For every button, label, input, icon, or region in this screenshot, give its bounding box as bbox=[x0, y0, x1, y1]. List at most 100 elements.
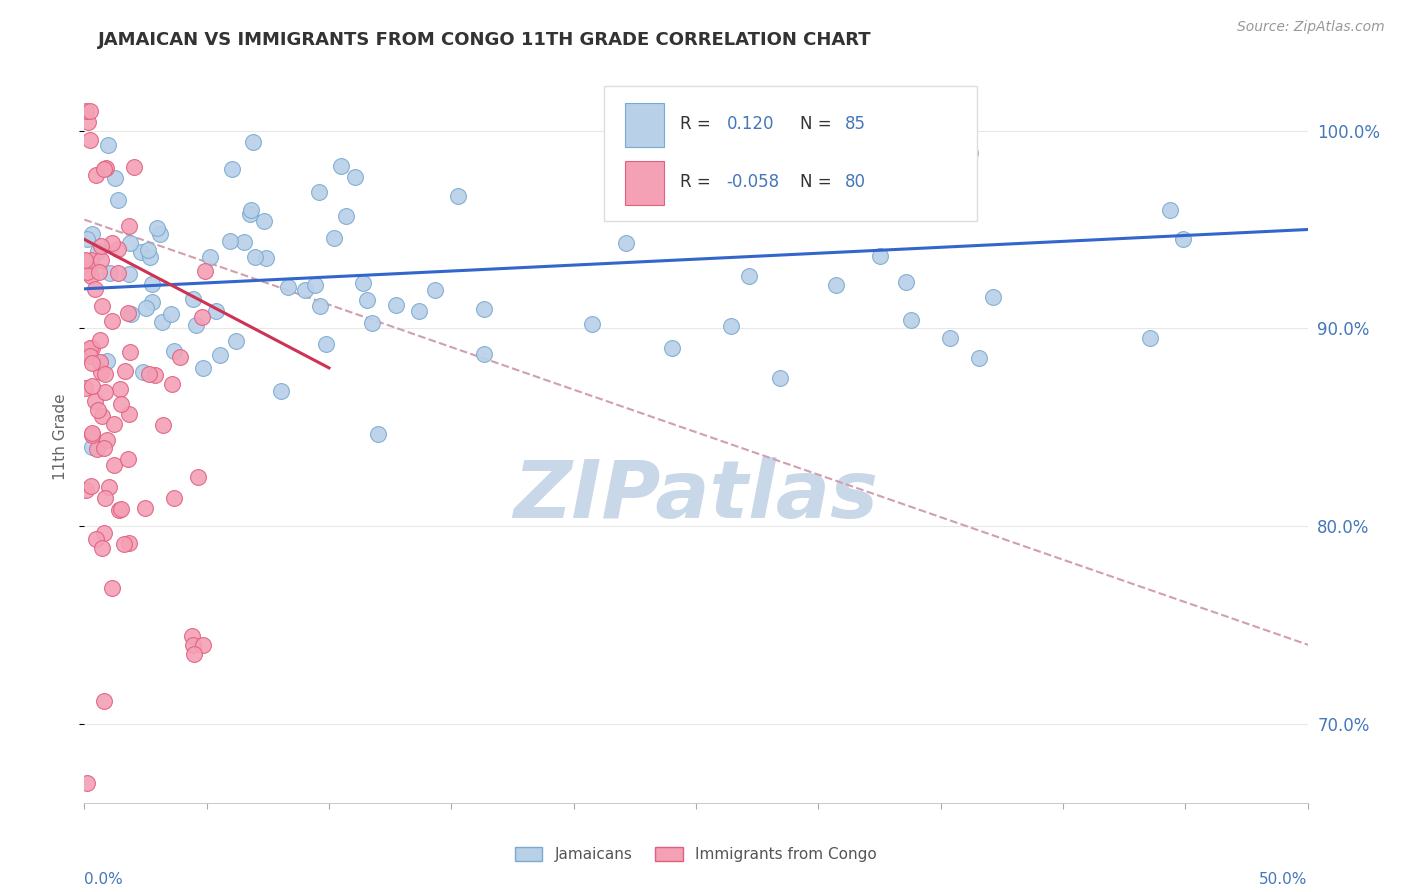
Point bbox=[77, 114, 100, 128]
Point bbox=[1139, 331, 1161, 345]
Point bbox=[447, 189, 470, 203]
Point bbox=[205, 303, 228, 318]
Point bbox=[1171, 232, 1194, 246]
Point bbox=[93, 161, 115, 176]
Point bbox=[135, 301, 157, 315]
Point bbox=[91, 541, 114, 556]
Y-axis label: 11th Grade: 11th Grade bbox=[52, 393, 67, 481]
Point bbox=[900, 313, 922, 327]
Point bbox=[108, 382, 131, 396]
Point bbox=[80, 341, 103, 355]
Point bbox=[76, 232, 98, 246]
Text: R =: R = bbox=[681, 173, 716, 191]
Point bbox=[139, 250, 162, 264]
Point bbox=[270, 384, 292, 399]
Point bbox=[141, 294, 163, 309]
Point bbox=[93, 693, 115, 707]
Point bbox=[84, 282, 107, 296]
Point bbox=[191, 638, 214, 652]
Point bbox=[361, 317, 384, 331]
Point bbox=[80, 428, 103, 442]
Point bbox=[82, 356, 104, 370]
Point bbox=[110, 501, 132, 516]
Point bbox=[79, 103, 101, 118]
Point bbox=[330, 159, 353, 173]
Point bbox=[97, 138, 120, 153]
Point bbox=[893, 136, 915, 151]
Point bbox=[239, 207, 262, 221]
Point bbox=[101, 313, 124, 327]
Point bbox=[728, 185, 751, 199]
Point bbox=[103, 458, 125, 472]
Point bbox=[80, 253, 103, 268]
Point bbox=[117, 407, 139, 421]
Point bbox=[160, 377, 183, 392]
Point bbox=[150, 315, 173, 329]
Point bbox=[89, 354, 111, 368]
Point bbox=[117, 219, 139, 233]
Point bbox=[769, 370, 792, 384]
Point bbox=[209, 348, 232, 362]
Point bbox=[136, 243, 159, 257]
Point bbox=[107, 194, 129, 208]
Point bbox=[408, 304, 430, 318]
FancyBboxPatch shape bbox=[605, 86, 977, 221]
Point bbox=[93, 526, 115, 541]
Point bbox=[825, 277, 848, 292]
Point bbox=[76, 345, 98, 359]
Text: R =: R = bbox=[681, 115, 716, 133]
Text: N =: N = bbox=[800, 173, 837, 191]
Point bbox=[335, 209, 357, 223]
Point bbox=[75, 103, 97, 118]
Point bbox=[869, 249, 891, 263]
Point bbox=[254, 251, 277, 265]
Point bbox=[1159, 203, 1181, 218]
Point bbox=[75, 381, 97, 395]
Point bbox=[101, 581, 124, 595]
Point bbox=[93, 385, 115, 400]
Point bbox=[187, 470, 209, 484]
Point bbox=[73, 253, 96, 268]
Point bbox=[786, 145, 808, 160]
Point bbox=[425, 284, 447, 298]
Point bbox=[181, 292, 204, 306]
Point bbox=[981, 290, 1004, 304]
Text: -0.058: -0.058 bbox=[727, 173, 780, 191]
Point bbox=[87, 244, 110, 259]
Point bbox=[84, 168, 107, 182]
Point bbox=[661, 341, 683, 355]
Point bbox=[89, 333, 111, 347]
Point bbox=[82, 440, 104, 454]
Point bbox=[112, 537, 135, 551]
FancyBboxPatch shape bbox=[626, 161, 664, 205]
Point bbox=[163, 491, 186, 505]
Point bbox=[80, 268, 103, 283]
Point bbox=[84, 394, 107, 409]
Point bbox=[737, 268, 759, 283]
Point bbox=[959, 146, 981, 161]
FancyBboxPatch shape bbox=[626, 103, 664, 147]
Point bbox=[720, 319, 742, 334]
Point bbox=[86, 533, 108, 547]
Text: 85: 85 bbox=[845, 115, 866, 133]
Point bbox=[194, 264, 217, 278]
Point bbox=[308, 299, 330, 313]
Point bbox=[277, 280, 299, 294]
Point bbox=[242, 135, 264, 149]
Point bbox=[830, 172, 852, 186]
Point bbox=[120, 307, 142, 321]
Point bbox=[191, 310, 214, 324]
Point bbox=[97, 479, 120, 493]
Point bbox=[218, 234, 240, 248]
Point bbox=[907, 103, 929, 118]
Point bbox=[894, 275, 917, 289]
Point bbox=[90, 238, 112, 252]
Point bbox=[75, 483, 97, 498]
Point bbox=[96, 161, 118, 175]
Point bbox=[243, 250, 266, 264]
Text: 80: 80 bbox=[845, 173, 866, 191]
Point bbox=[117, 536, 139, 550]
Point bbox=[352, 276, 374, 290]
Point bbox=[138, 367, 160, 381]
Point bbox=[315, 337, 337, 351]
